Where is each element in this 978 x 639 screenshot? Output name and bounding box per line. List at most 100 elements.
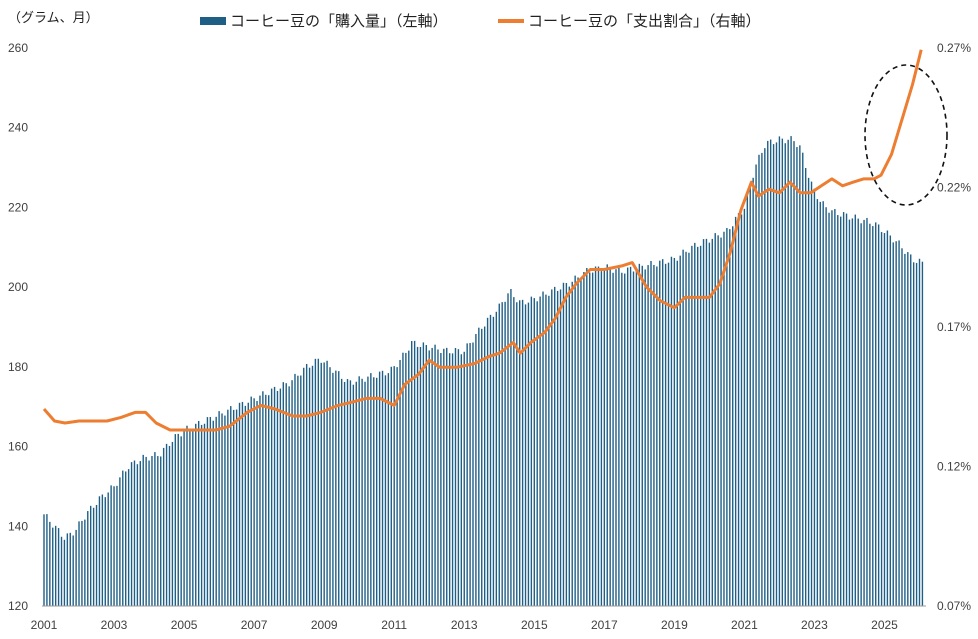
purchase-bar <box>247 402 249 606</box>
purchase-bar <box>253 398 255 606</box>
purchase-bar <box>469 342 471 606</box>
purchase-bar <box>682 249 684 606</box>
purchase-bar <box>705 238 708 606</box>
purchase-bar <box>209 416 212 606</box>
purchase-bar <box>492 316 495 606</box>
y-right-tick-label: 0.17% <box>937 320 971 334</box>
purchase-bar <box>87 511 89 606</box>
purchase-bar <box>259 395 261 606</box>
purchase-bar <box>866 217 868 606</box>
purchase-bar <box>612 272 614 606</box>
purchase-bar <box>559 289 562 606</box>
purchase-bar <box>212 420 214 606</box>
purchase-bar <box>863 219 865 606</box>
purchase-bar <box>615 269 617 606</box>
purchase-bar <box>583 271 585 606</box>
purchase-bar <box>384 375 387 606</box>
purchase-bar <box>568 286 570 606</box>
purchase-bar <box>165 443 168 606</box>
purchase-bar <box>915 262 918 606</box>
purchase-bar <box>825 207 827 607</box>
purchase-bar <box>472 342 474 606</box>
purchase-bar <box>571 281 573 606</box>
purchase-bar <box>495 311 498 606</box>
purchase-bar <box>162 447 165 606</box>
purchase-bar <box>57 528 60 606</box>
purchase-bar <box>901 248 903 607</box>
x-tick-label: 2009 <box>311 618 338 632</box>
y-left-tick-label: 160 <box>8 440 28 454</box>
purchase-bar <box>151 456 153 606</box>
purchase-bar <box>46 514 48 606</box>
purchase-bar <box>530 296 533 606</box>
purchase-bar <box>603 268 606 606</box>
purchase-bar <box>119 477 121 606</box>
purchase-bar <box>92 507 95 606</box>
purchase-bar <box>667 262 670 606</box>
purchase-bar <box>898 240 900 607</box>
purchase-bar <box>857 218 859 606</box>
purchase-bar <box>203 423 206 606</box>
purchase-bar <box>227 409 229 606</box>
purchase-bar <box>483 326 486 606</box>
purchase-bar <box>408 350 410 606</box>
purchase-bar <box>664 263 667 606</box>
y-right-tick-label: 0.12% <box>937 460 971 474</box>
purchase-bar <box>235 409 238 606</box>
purchase-bar <box>659 260 661 606</box>
purchase-bar <box>419 347 422 606</box>
purchase-bar <box>819 201 821 606</box>
purchase-bar <box>221 413 223 606</box>
purchase-bar <box>883 233 886 606</box>
purchase-bar <box>113 486 115 606</box>
y-left-tick-label: 240 <box>8 121 28 135</box>
purchase-bar <box>685 251 687 606</box>
purchase-bar <box>720 237 722 606</box>
purchase-bar <box>626 267 629 606</box>
purchase-bar <box>305 363 308 606</box>
x-axis-ticks: 2001 2003 2005 2007 2009 2011 2013 2015 2017 2019… <box>31 618 899 632</box>
purchase-bar <box>364 381 366 606</box>
x-tick-label: 2005 <box>171 618 198 632</box>
purchase-bar <box>597 266 600 606</box>
purchase-bar <box>69 532 71 606</box>
x-tick-label: 2017 <box>591 618 618 632</box>
purchase-bar <box>361 378 363 606</box>
purchase-bar <box>638 263 641 606</box>
purchase-bar <box>60 536 63 606</box>
x-tick-label: 2001 <box>31 618 58 632</box>
purchase-bar <box>536 301 538 606</box>
purchase-bar <box>413 340 416 606</box>
y-left-tick-label: 120 <box>8 599 28 613</box>
purchase-bar <box>831 210 833 606</box>
purchase-bar <box>454 348 457 606</box>
x-tick-label: 2007 <box>241 618 268 632</box>
purchase-bar <box>813 188 816 606</box>
purchase-bar <box>661 259 664 606</box>
purchase-bar <box>676 260 678 606</box>
purchase-bar <box>877 224 880 607</box>
purchase-bar <box>769 139 772 607</box>
purchase-bar <box>160 456 162 606</box>
purchase-bar <box>200 424 203 606</box>
purchase-bar <box>717 235 719 606</box>
purchase-bar <box>358 376 360 606</box>
purchase-bar <box>317 358 320 606</box>
purchase-bar <box>177 433 179 606</box>
purchase-bar <box>460 354 463 606</box>
purchase-bar <box>440 353 442 606</box>
purchase-bar <box>323 362 325 606</box>
purchase-bar <box>422 342 425 606</box>
purchase-bar <box>656 266 658 606</box>
purchase-bar <box>416 346 419 606</box>
purchase-bar <box>130 462 133 606</box>
purchase-bar <box>842 212 845 607</box>
purchase-bar <box>910 254 912 606</box>
purchase-bar <box>475 334 477 606</box>
purchase-bar <box>425 345 427 606</box>
purchase-bar <box>880 232 883 607</box>
purchase-bar <box>653 264 655 606</box>
purchase-bar <box>539 296 541 606</box>
purchase-bar <box>250 396 252 606</box>
purchase-bar <box>110 485 112 606</box>
